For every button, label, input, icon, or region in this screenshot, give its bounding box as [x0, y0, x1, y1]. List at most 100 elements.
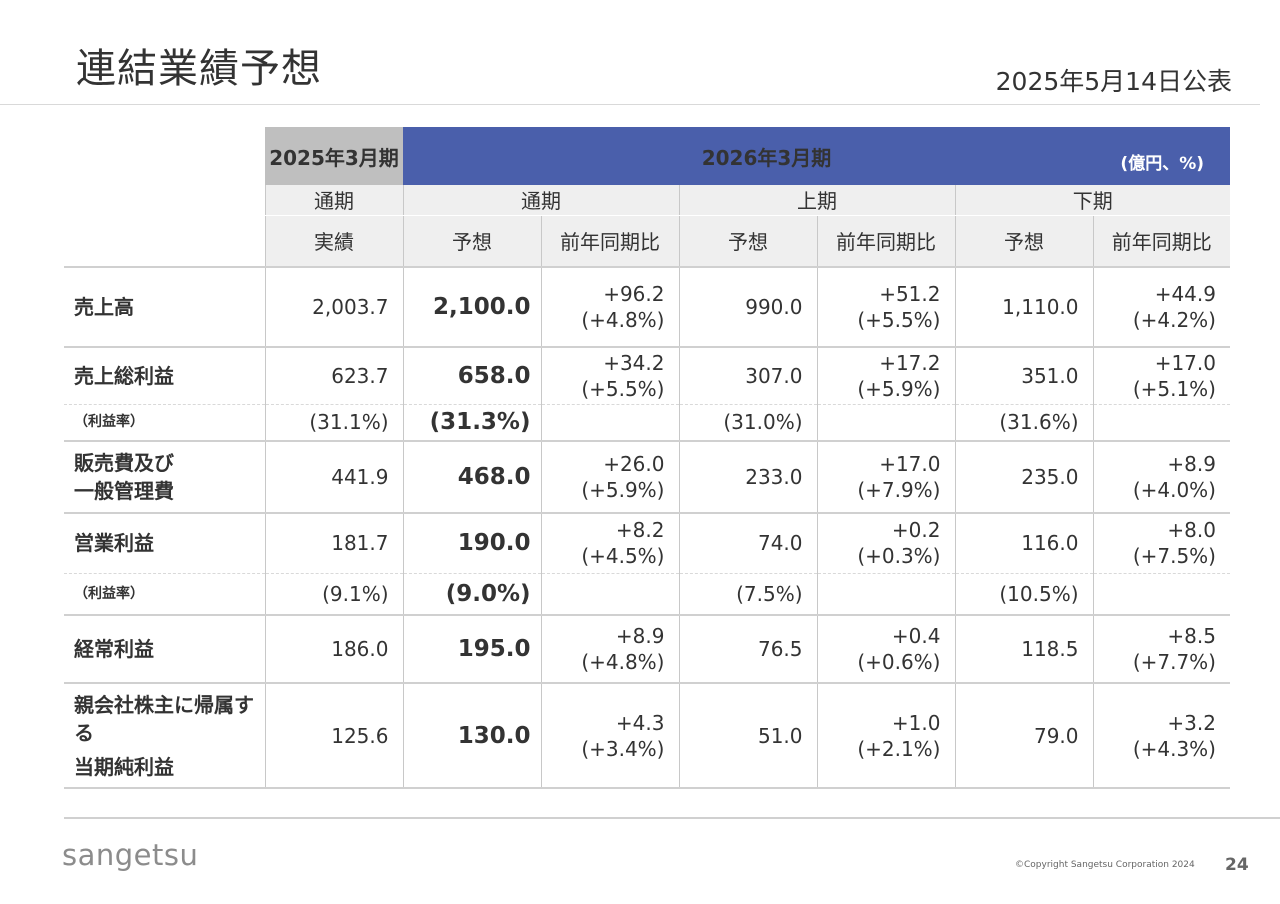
full-year-forecast-value: (9.0%): [402, 572, 541, 615]
footer-divider: [64, 817, 1280, 819]
second-half-forecast-value: 235.0: [954, 440, 1093, 513]
first-half-forecast-value: 76.5: [678, 614, 817, 683]
yoy-percent: (+3.4%): [581, 736, 665, 761]
row-label-line1: （利益率）: [74, 585, 144, 602]
row-label: 売上高: [64, 266, 265, 347]
second-half-forecast-value: (10.5%): [954, 572, 1093, 615]
forecast-table: 2025年3月期 2026年3月期 (億円、%) 通期 通期 上期 下期 実績 …: [64, 127, 1230, 789]
row-label-line1: 経常利益: [74, 637, 154, 661]
row-label: 親会社株主に帰属する 当期純利益: [64, 682, 265, 789]
second-half-forecast-value: 79.0: [954, 682, 1093, 789]
yoy-amount: +0.4: [891, 624, 941, 648]
cur-period-header: 2026年3月期 (億円、%): [403, 127, 1230, 185]
corner-cell: [64, 185, 265, 215]
second-half-yoy-value: +44.9 (+4.2%): [1092, 266, 1230, 347]
table-row: 経常利益 186.0 195.0 +8.9 (+4.8%) 76.5 +0.4 (+0.6%)…: [64, 614, 1230, 683]
yoy-amount: +3.2: [1167, 710, 1216, 735]
group-header-full-year: 通期: [402, 185, 679, 216]
table-row: 売上高 2,003.7 2,100.0 +96.2 (+4.8%) 990.0 +51.2(…: [64, 266, 1230, 347]
yoy-percent: (+4.3%): [1132, 736, 1216, 761]
first-half-forecast-value: (7.5%): [678, 572, 817, 615]
full-year-forecast-value: 195.0: [402, 614, 541, 683]
yoy-amount: +34.2: [603, 350, 665, 375]
yoy-percent: (+7.7%): [1132, 650, 1216, 674]
yoy-amount: +1.0: [891, 710, 941, 735]
yoy-amount: +8.0: [1167, 518, 1216, 543]
copyright-text: ©Copyright Sangetsu Corporation 2024: [1015, 860, 1195, 870]
group-header-first-half: 上期: [678, 185, 955, 216]
yoy-percent: (+5.5%): [581, 376, 665, 401]
full-year-yoy-value: +8.2 (+4.5%): [540, 512, 679, 573]
row-label-line2: 一般管理費: [74, 479, 174, 503]
full-year-yoy-value: +34.2 (+5.5%): [540, 346, 679, 404]
full-year-forecast-value: 130.0: [402, 682, 541, 789]
yoy-percent: (+4.8%): [581, 650, 665, 674]
first-half-forecast-value: 74.0: [678, 512, 817, 573]
actual-value: 186.0: [264, 614, 403, 683]
group-header-prev-full: 通期: [264, 185, 403, 216]
table-row: 売上総利益 623.7 658.0 +34.2 (+5.5%) 307.0 +17.2 (+5…: [64, 346, 1230, 404]
yoy-percent: (+4.2%): [1132, 308, 1216, 332]
row-label: （利益率）: [64, 403, 265, 441]
table-row: 親会社株主に帰属する 当期純利益 125.6 130.0 +4.3 (+3.4%) 51.0…: [64, 682, 1230, 789]
row-label: 営業利益: [64, 512, 265, 573]
row-label-line1: 親会社株主に帰属する: [74, 692, 254, 745]
second-half-yoy-value: +17.0 (+5.1%): [1092, 346, 1230, 404]
first-half-forecast-value: 990.0: [678, 266, 817, 347]
yoy-amount: +0.2: [891, 518, 941, 543]
full-year-forecast-value: 2,100.0: [402, 266, 541, 347]
yoy-percent: (+7.9%): [857, 478, 941, 502]
subheader-actual: 実績: [264, 215, 403, 267]
row-label: 売上総利益: [64, 346, 265, 404]
subheader-forecast: 予想: [402, 215, 541, 267]
actual-value: 181.7: [264, 512, 403, 573]
first-half-yoy-value: [816, 403, 955, 441]
actual-value: (9.1%): [264, 572, 403, 615]
second-half-forecast-value: 1,110.0: [954, 266, 1093, 347]
first-half-yoy-value: +0.4 (+0.6%): [816, 614, 955, 683]
first-half-yoy-value: +0.2 (+0.3%): [816, 512, 955, 573]
yoy-amount: +17.0: [1154, 350, 1216, 375]
second-half-yoy-value: [1092, 572, 1230, 615]
yoy-percent: (+2.1%): [857, 736, 941, 761]
yoy-percent: (+5.1%): [1132, 376, 1216, 401]
row-label-line1: 売上総利益: [74, 363, 174, 388]
full-year-yoy-value: +26.0 (+5.9%): [540, 440, 679, 513]
row-label: 経常利益: [64, 614, 265, 683]
yoy-amount: +4.3: [615, 710, 665, 735]
subheader-yoy: 前年同期比: [540, 215, 679, 267]
yoy-amount: +8.9: [1167, 452, 1216, 476]
first-half-forecast-value: 307.0: [678, 346, 817, 404]
yoy-amount: +8.2: [615, 518, 665, 543]
page-number: 24: [1225, 855, 1249, 875]
group-header-second-half: 下期: [954, 185, 1230, 216]
first-half-yoy-value: +51.2 (+5.5%): [816, 266, 955, 347]
actual-value: 441.9: [264, 440, 403, 513]
yoy-percent: (+7.5%): [1132, 544, 1216, 569]
full-year-yoy-value: [540, 403, 679, 441]
first-half-forecast-value: 233.0: [678, 440, 817, 513]
first-half-forecast-value: (31.0%): [678, 403, 817, 441]
row-label-line1: （利益率）: [74, 414, 144, 431]
second-half-forecast-value: 118.5: [954, 614, 1093, 683]
actual-value: (31.1%): [264, 403, 403, 441]
subheader-forecast: 予想: [678, 215, 817, 267]
actual-value: 623.7: [264, 346, 403, 404]
yoy-amount: +8.5: [1167, 624, 1216, 648]
second-half-forecast-value: 351.0: [954, 346, 1093, 404]
second-half-yoy-value: +8.9 (+4.0%): [1092, 440, 1230, 513]
title-divider: [0, 104, 1260, 105]
yoy-amount: +17.0: [879, 452, 941, 476]
yoy-percent: (+4.8%): [581, 308, 665, 332]
table-row: 営業利益 181.7 190.0 +8.2 (+4.5%) 74.0 +0.2 (+0.3%)…: [64, 512, 1230, 573]
row-label-line1: 販売費及び: [74, 451, 174, 475]
full-year-forecast-value: 190.0: [402, 512, 541, 573]
full-year-yoy-value: +4.3 (+3.4%): [540, 682, 679, 789]
first-half-yoy-value: +17.2 (+5.9%): [816, 346, 955, 404]
full-year-forecast-value: (31.3%): [402, 403, 541, 441]
second-half-forecast-value: (31.6%): [954, 403, 1093, 441]
yoy-percent: (+0.3%): [857, 544, 941, 569]
publish-date: 2025年5月14日公表: [995, 67, 1232, 96]
first-half-yoy-value: [816, 572, 955, 615]
table-row: （利益率） (9.1%) (9.0%) (7.5%) (10.5%): [64, 572, 1230, 615]
